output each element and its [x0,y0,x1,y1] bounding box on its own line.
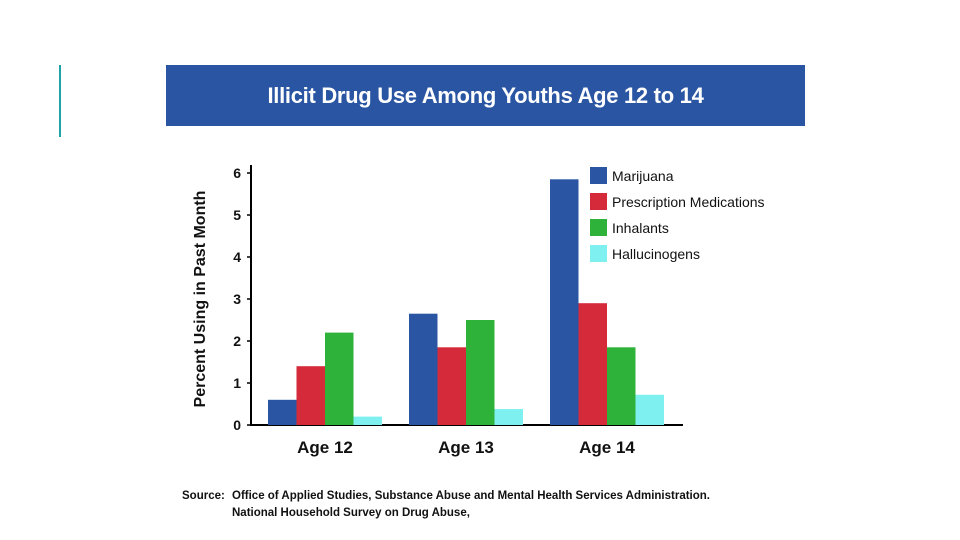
legend-label: Inhalants [612,220,669,236]
y-tick-label: 6 [233,165,241,181]
bar-hallucinogens-age-13 [494,409,523,425]
source-line-1: Office of Applied Studies, Substance Abu… [232,490,710,502]
bar-marijuana-age-13 [409,313,438,425]
y-tick-label: 4 [233,249,241,265]
bar-inhalants-age-14 [607,347,636,425]
bar-inhalants-age-12 [325,332,354,425]
source-note: Source: Office of Applied Studies, Substa… [182,488,710,522]
bar-prescription-medications-age-13 [437,347,466,425]
y-tick-label: 5 [233,207,241,223]
y-axis-label: Percent Using in Past Month [192,191,209,408]
legend-swatch [590,193,607,210]
legend-swatch [590,219,607,236]
y-tick-label: 3 [233,291,241,307]
bar-inhalants-age-13 [466,320,495,425]
chart-title: Illicit Drug Use Among Youths Age 12 to … [166,65,805,126]
bar-hallucinogens-age-12 [353,416,382,425]
legend-label: Hallucinogens [612,246,700,262]
x-tick-label: Age 14 [579,438,635,457]
y-tick-label: 2 [233,333,241,349]
bar-prescription-medications-age-14 [578,303,607,425]
bar-marijuana-age-14 [550,179,579,425]
x-tick-label: Age 12 [297,438,353,457]
source-line-2: National Household Survey on Drug Abuse, [232,507,470,519]
y-tick-label: 1 [233,375,241,391]
bar-prescription-medications-age-12 [296,366,325,425]
bar-marijuana-age-12 [268,399,297,425]
x-tick-label: Age 13 [438,438,494,457]
legend-label: Prescription Medications [612,194,765,210]
accent-line [59,65,61,137]
bar-hallucinogens-age-14 [635,394,664,425]
legend-swatch [590,245,607,262]
y-tick-label: 0 [233,417,241,433]
source-label: Source: [182,490,225,502]
legend-label: Marijuana [612,168,674,184]
legend-swatch [590,167,607,184]
